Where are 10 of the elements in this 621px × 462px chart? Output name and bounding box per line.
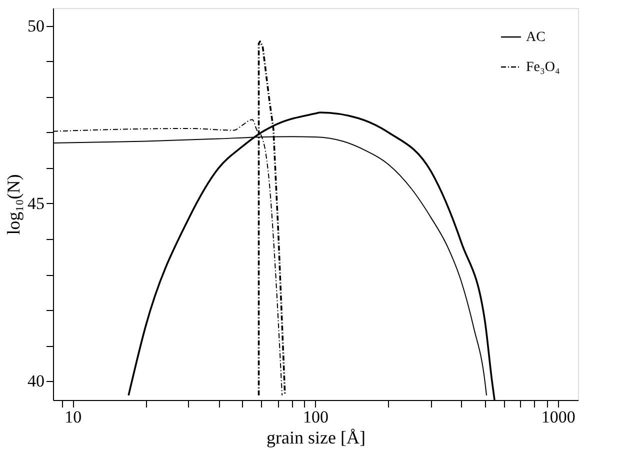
x-tick-label: 10 (64, 408, 82, 426)
legend-label: Fe₃O₄ (526, 60, 560, 75)
y-axis-title: log₁₀(N) (4, 174, 24, 235)
y-tick-label: 50 (28, 16, 44, 36)
y-tick-label: 40 (28, 372, 44, 391)
x-tick-label: 1000 (541, 408, 576, 426)
y-tick-label: 45 (28, 194, 44, 213)
x-axis-title: grain size [Å] (266, 428, 366, 448)
x-tick-label: 100 (303, 408, 329, 426)
legend-label: AC (526, 30, 546, 45)
